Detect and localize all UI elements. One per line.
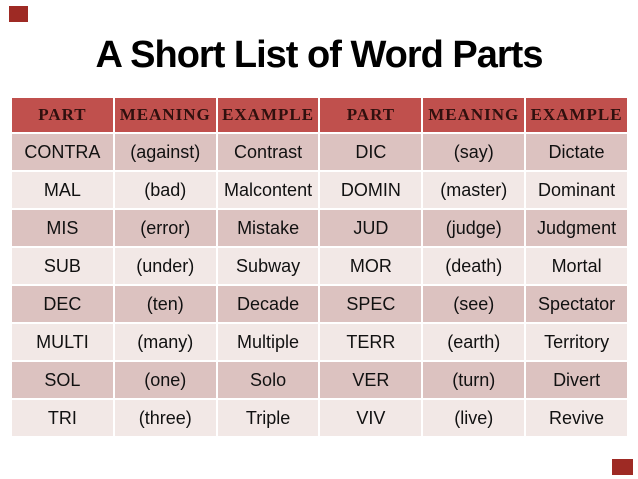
table-cell: TERR	[320, 324, 422, 360]
table-cell: (one)	[114, 362, 216, 398]
table-cell: Dictate	[526, 134, 627, 170]
table-cell: Solo	[217, 362, 319, 398]
table-cell: (live)	[423, 400, 525, 436]
table-cell: (see)	[423, 286, 525, 322]
table-cell: Territory	[526, 324, 627, 360]
table-cell: Judgment	[526, 210, 627, 246]
column-header-example-2: EXAMPLE	[526, 98, 627, 132]
table-cell: (many)	[114, 324, 216, 360]
table-cell: (master)	[423, 172, 525, 208]
table-row: MULTI (many) Multiple TERR (earth) Terri…	[12, 324, 627, 360]
word-parts-table: PART MEANING EXAMPLE PART MEANING EXAMPL…	[10, 96, 629, 438]
column-header-meaning-1: MEANING	[114, 98, 216, 132]
table-cell: (error)	[114, 210, 216, 246]
table-cell: (ten)	[114, 286, 216, 322]
table-cell: Subway	[217, 248, 319, 284]
table-cell: VER	[320, 362, 422, 398]
table-cell: MULTI	[12, 324, 113, 360]
table-cell: SOL	[12, 362, 113, 398]
table-cell: MIS	[12, 210, 113, 246]
table-row: MIS (error) Mistake JUD (judge) Judgment	[12, 210, 627, 246]
table-cell: Decade	[217, 286, 319, 322]
table-cell: (three)	[114, 400, 216, 436]
column-header-example-1: EXAMPLE	[217, 98, 319, 132]
page-title: A Short List of Word Parts	[95, 34, 544, 76]
table-cell: Multiple	[217, 324, 319, 360]
table-cell: (earth)	[423, 324, 525, 360]
corner-accent-bottom-right	[612, 459, 633, 475]
table-cell: Contrast	[217, 134, 319, 170]
table-cell: CONTRA	[12, 134, 113, 170]
corner-accent-top-left	[9, 6, 28, 22]
table-cell: VIV	[320, 400, 422, 436]
table-cell: (say)	[423, 134, 525, 170]
table-cell: (under)	[114, 248, 216, 284]
table-cell: Mistake	[217, 210, 319, 246]
table-cell: (judge)	[423, 210, 525, 246]
table-cell: TRI	[12, 400, 113, 436]
table-row: MAL (bad) Malcontent DOMIN (master) Domi…	[12, 172, 627, 208]
table-cell: Divert	[526, 362, 627, 398]
table-cell: (against)	[114, 134, 216, 170]
table-row: TRI (three) Triple VIV (live) Revive	[12, 400, 627, 436]
table-row: SUB (under) Subway MOR (death) Mortal	[12, 248, 627, 284]
table-cell: SUB	[12, 248, 113, 284]
column-header-part-2: PART	[320, 98, 422, 132]
table-cell: DIC	[320, 134, 422, 170]
table-cell: DEC	[12, 286, 113, 322]
table-cell: Spectator	[526, 286, 627, 322]
table-cell: (death)	[423, 248, 525, 284]
table-cell: JUD	[320, 210, 422, 246]
table-cell: Mortal	[526, 248, 627, 284]
table-cell: (turn)	[423, 362, 525, 398]
table-cell: Revive	[526, 400, 627, 436]
table-cell: DOMIN	[320, 172, 422, 208]
table-cell: (bad)	[114, 172, 216, 208]
table-cell: Dominant	[526, 172, 627, 208]
column-header-meaning-2: MEANING	[423, 98, 525, 132]
table-cell: SPEC	[320, 286, 422, 322]
column-header-part-1: PART	[12, 98, 113, 132]
table-cell: MAL	[12, 172, 113, 208]
table-cell: MOR	[320, 248, 422, 284]
header-row: PART MEANING EXAMPLE PART MEANING EXAMPL…	[12, 98, 627, 132]
table-cell: Triple	[217, 400, 319, 436]
table-cell: Malcontent	[217, 172, 319, 208]
table-row: DEC (ten) Decade SPEC (see) Spectator	[12, 286, 627, 322]
table-row: SOL (one) Solo VER (turn) Divert	[12, 362, 627, 398]
table-row: CONTRA (against) Contrast DIC (say) Dict…	[12, 134, 627, 170]
